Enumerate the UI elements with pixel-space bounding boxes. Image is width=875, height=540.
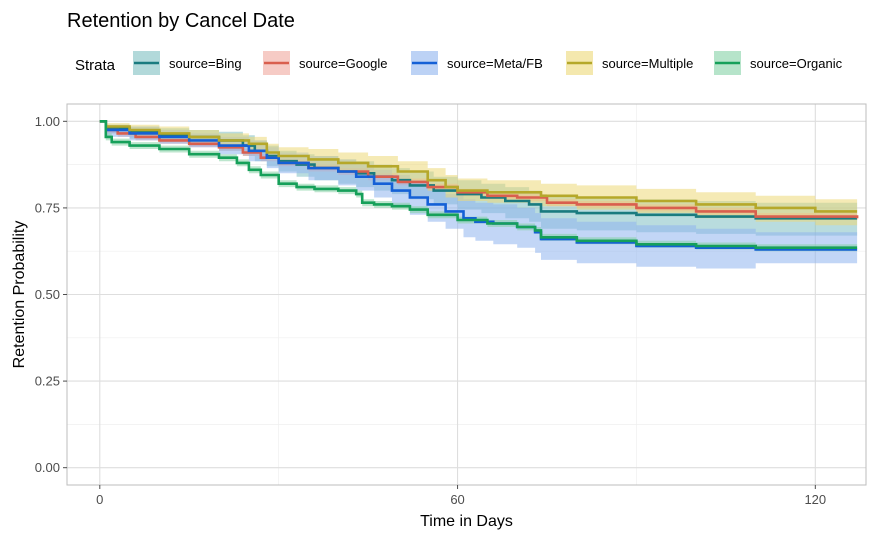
plot-panel xyxy=(66,103,867,486)
x-tick-label: 120 xyxy=(804,492,826,507)
survival-lines xyxy=(99,120,859,251)
x-axis: 0 60 120 xyxy=(96,485,826,507)
x-tick-label: 0 xyxy=(96,492,103,507)
y-tick-label: 0.25 xyxy=(35,374,60,389)
survival-line-3 xyxy=(99,120,858,213)
chart-title: Retention by Cancel Date xyxy=(67,10,295,32)
confidence-band-3 xyxy=(99,121,858,226)
legend-label: source=Organic xyxy=(750,56,843,71)
y-axis-title: Retention Probability xyxy=(11,221,28,369)
legend: Strata source=Bing source=Google source=Me… xyxy=(75,51,843,75)
legend-label: source=Multiple xyxy=(602,56,693,71)
survival-line-2 xyxy=(99,120,858,251)
legend-item-1: source=Google xyxy=(263,51,388,75)
survival-line-4 xyxy=(99,120,858,249)
legend-label: source=Meta/FB xyxy=(447,56,543,71)
legend-item-2: source=Meta/FB xyxy=(411,51,543,75)
y-axis: 0.00 0.25 0.50 0.75 1.00 xyxy=(35,114,67,475)
y-tick-label: 0.75 xyxy=(35,200,60,215)
y-tick-label: 1.00 xyxy=(35,114,60,129)
y-tick-label: 0.00 xyxy=(35,460,60,475)
legend-label: source=Bing xyxy=(169,56,242,71)
legend-item-3: source=Multiple xyxy=(566,51,693,75)
grid xyxy=(67,104,866,485)
legend-item-4: source=Organic xyxy=(714,51,843,75)
survival-line-1 xyxy=(99,120,859,219)
legend-label: source=Google xyxy=(299,56,388,71)
legend-item-0: source=Bing xyxy=(133,51,242,75)
legend-title: Strata xyxy=(75,57,116,74)
y-tick-label: 0.50 xyxy=(35,287,60,302)
x-axis-title: Time in Days xyxy=(420,513,513,530)
x-tick-label: 60 xyxy=(450,492,464,507)
